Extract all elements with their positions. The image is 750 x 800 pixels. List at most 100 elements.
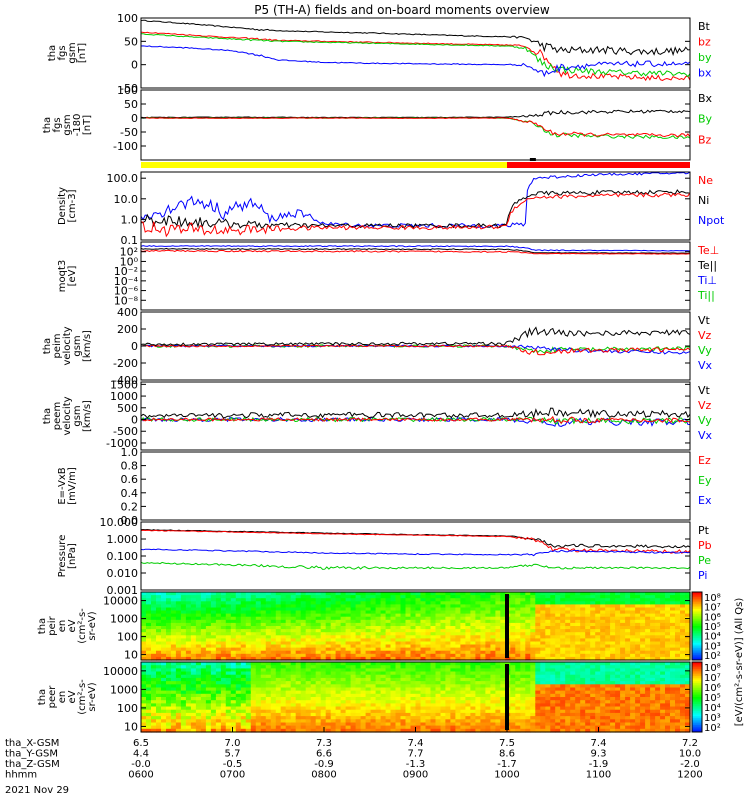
spectrogram-cell [215, 595, 222, 599]
spectrogram-cell [545, 700, 551, 704]
spectrogram-cell [240, 607, 247, 612]
spectrogram-cell [210, 598, 217, 602]
spectrogram-cell [195, 703, 202, 708]
spectrogram-cell [580, 619, 586, 624]
spectrogram-cell [595, 700, 601, 704]
spectrogram-cell [580, 693, 586, 698]
spectrogram-cell [235, 638, 242, 643]
spectrogram-cell [205, 671, 212, 676]
spectrogram-cell [310, 610, 317, 615]
spectrogram-cell [255, 681, 262, 685]
spectrogram-cell [610, 644, 616, 649]
spectrogram-cell [265, 610, 272, 615]
spectrogram-cell [585, 706, 591, 711]
spectrogram-cell [240, 700, 247, 704]
spectrogram-cell [525, 671, 531, 676]
spectrogram-cell [370, 687, 377, 692]
spectrogram-cell [230, 722, 237, 727]
spectrogram-cell [330, 638, 337, 643]
spectrogram-cell [250, 662, 257, 666]
spectrogram-cell [220, 601, 227, 605]
spectrogram-cell [610, 684, 616, 689]
spectrogram-cell [525, 638, 531, 643]
spectrogram-cell [655, 690, 661, 695]
y-axis-label: Density [57, 187, 68, 225]
spectrogram-cell [650, 700, 656, 704]
spectrogram-cell [270, 677, 277, 682]
spectrogram-cell [430, 641, 437, 646]
spectrogram-cell [345, 629, 352, 633]
spectrogram-cell [580, 719, 586, 724]
spectrogram-cell [435, 722, 442, 727]
spectrogram-cell [320, 687, 327, 692]
spectrogram-cell [166, 716, 172, 720]
spectrogram-cell [600, 677, 606, 682]
y-tick-label: 1.000 [107, 533, 139, 546]
spectrogram-cell [505, 656, 511, 661]
spectrogram-cell [530, 703, 536, 708]
spectrogram-cell [370, 690, 377, 695]
spectrogram-cell [680, 629, 686, 633]
spectrogram-cell [195, 622, 202, 627]
spectrogram-cell [545, 616, 551, 621]
spectrogram-cell [245, 700, 252, 704]
spectrogram-cell [185, 607, 192, 612]
spectrogram-cell [675, 650, 681, 655]
spectrogram-cell [660, 709, 666, 714]
spectrogram-cell [585, 725, 591, 730]
spectrogram-cell [490, 709, 496, 714]
spectrogram-cell [615, 595, 621, 599]
spectrogram-cell [610, 626, 616, 630]
spectrogram-cell [440, 700, 447, 704]
spectrogram-cell [490, 684, 496, 689]
spectrogram-cell [156, 722, 162, 727]
spectrogram-cell [310, 700, 317, 704]
spectrogram-cell [220, 684, 227, 689]
spectrogram-cell [460, 690, 466, 695]
spectrogram-cell [575, 632, 581, 636]
spectrogram-cell [375, 674, 382, 679]
spectrogram-cell [485, 622, 491, 627]
spectrogram-cell [430, 650, 437, 655]
spectrogram-cell [545, 622, 551, 627]
spectrogram-cell [470, 653, 476, 658]
spectrogram-cell [215, 719, 222, 724]
spectrogram-cell [385, 632, 392, 636]
spectrogram-cell [310, 622, 317, 627]
spectrogram-cell [525, 681, 531, 685]
spectrogram-cell [465, 684, 471, 689]
spectrogram-cell [260, 613, 267, 618]
spectrogram-cell [485, 716, 491, 720]
spectrogram-cell [495, 656, 501, 661]
spectrogram-cell [320, 647, 327, 652]
spectrogram-cell [435, 725, 442, 730]
spectrogram-cell [220, 662, 227, 666]
spectrogram-cell [560, 709, 566, 714]
spectrogram-cell [156, 725, 162, 730]
spectrogram-cell [515, 644, 521, 649]
spectrogram-cell [600, 632, 606, 636]
legend-entry: Pt [698, 524, 710, 537]
spectrogram-cell [310, 595, 317, 599]
spectrogram-cell [680, 619, 686, 624]
spectrogram-cell [645, 641, 651, 646]
spectrogram-cell [156, 595, 162, 599]
spectrogram-cell [515, 622, 521, 627]
spectrogram-cell [465, 626, 471, 630]
spectrogram-cell [580, 592, 586, 596]
spectrogram-cell [465, 607, 471, 612]
spectrogram-cell [470, 703, 476, 708]
spectrogram-cell [395, 668, 402, 673]
spectrogram-cell [285, 662, 292, 666]
spectrogram-cell [510, 706, 516, 711]
spectrogram-cell [650, 635, 656, 639]
spectrogram-cell [405, 687, 412, 692]
spectrogram-cell [190, 697, 197, 701]
spectrogram-cell [180, 665, 187, 669]
spectrogram-cell [520, 681, 526, 685]
spectrogram-cell [300, 656, 307, 661]
spectrogram-cell [395, 697, 402, 701]
spectrogram-cell [430, 622, 437, 627]
spectrogram-cell [390, 638, 397, 643]
spectrogram-cell [335, 709, 342, 714]
